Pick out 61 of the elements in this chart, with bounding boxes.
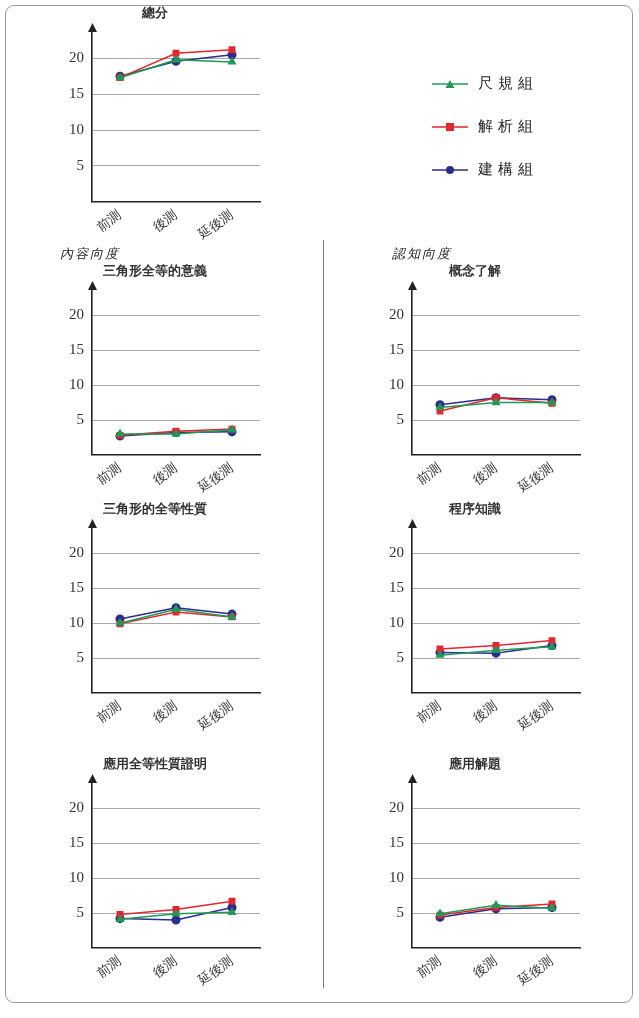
y-tick-label: 20 (69, 799, 84, 816)
x-tick-label: 延後測 (194, 207, 236, 243)
x-tick-label: 延後測 (194, 953, 236, 989)
x-tick-label: 後測 (149, 207, 180, 235)
x-tick-label: 後測 (149, 953, 180, 981)
y-tick-label: 20 (389, 306, 404, 323)
chart-title: 應用全等性質證明 (102, 756, 207, 772)
x-tick-label: 後測 (469, 953, 500, 981)
y-tick-label: 15 (389, 341, 404, 358)
y-tick-label: 15 (69, 834, 84, 851)
y-tick-label: 15 (69, 341, 84, 358)
x-tick-label: 前測 (413, 460, 444, 488)
text: 內容向度 (60, 245, 121, 262)
x-tick-label: 後測 (469, 460, 500, 488)
chart-title: 三角形的全等性質 (103, 501, 207, 517)
legend-label: 尺規組 (478, 74, 538, 93)
y-tick-label: 5 (396, 648, 404, 665)
y-tick-label: 5 (76, 156, 84, 173)
y-tick-label: 15 (69, 85, 84, 102)
chart-title: 概念了解 (448, 263, 501, 279)
y-tick-label: 5 (76, 410, 84, 427)
y-tick-label: 15 (69, 579, 84, 596)
x-tick-label: 前測 (93, 953, 124, 981)
y-tick-label: 20 (69, 306, 84, 323)
x-tick-label: 後測 (149, 698, 180, 726)
y-tick-label: 10 (389, 614, 404, 631)
x-tick-label: 延後測 (514, 698, 556, 734)
y-tick-label: 15 (389, 579, 404, 596)
y-tick-label: 10 (69, 121, 84, 138)
x-tick-label: 延後測 (514, 953, 556, 989)
chart-title: 程序知識 (448, 501, 501, 517)
chart-title: 三角形全等的意義 (103, 263, 207, 279)
y-tick-label: 5 (76, 648, 84, 665)
y-tick-label: 5 (76, 903, 84, 920)
y-tick-label: 10 (69, 614, 84, 631)
y-tick-label: 15 (389, 834, 404, 851)
y-tick-label: 20 (69, 49, 84, 66)
y-tick-label: 10 (389, 376, 404, 393)
chart-title: 總分 (141, 5, 169, 21)
x-tick-label: 延後測 (514, 460, 556, 496)
y-tick-label: 20 (69, 544, 84, 561)
x-tick-label: 後測 (469, 698, 500, 726)
y-tick-label: 20 (389, 544, 404, 561)
x-tick-label: 延後測 (194, 698, 236, 734)
chart-title: 應用解題 (448, 756, 501, 772)
legend-label: 建構組 (478, 160, 538, 179)
x-tick-label: 延後測 (194, 460, 236, 496)
y-tick-label: 5 (396, 410, 404, 427)
x-tick-label: 前測 (93, 460, 124, 488)
x-tick-label: 前測 (413, 953, 444, 981)
y-tick-label: 20 (389, 799, 404, 816)
x-tick-label: 後測 (149, 460, 180, 488)
text: 認知向度 (392, 245, 453, 262)
y-tick-label: 5 (396, 903, 404, 920)
x-tick-label: 前測 (93, 698, 124, 726)
legend-label: 解析組 (478, 117, 538, 136)
x-tick-label: 前測 (93, 207, 124, 235)
x-tick-label: 前測 (413, 698, 444, 726)
y-tick-label: 10 (389, 869, 404, 886)
y-tick-label: 10 (69, 376, 84, 393)
y-tick-label: 10 (69, 869, 84, 886)
